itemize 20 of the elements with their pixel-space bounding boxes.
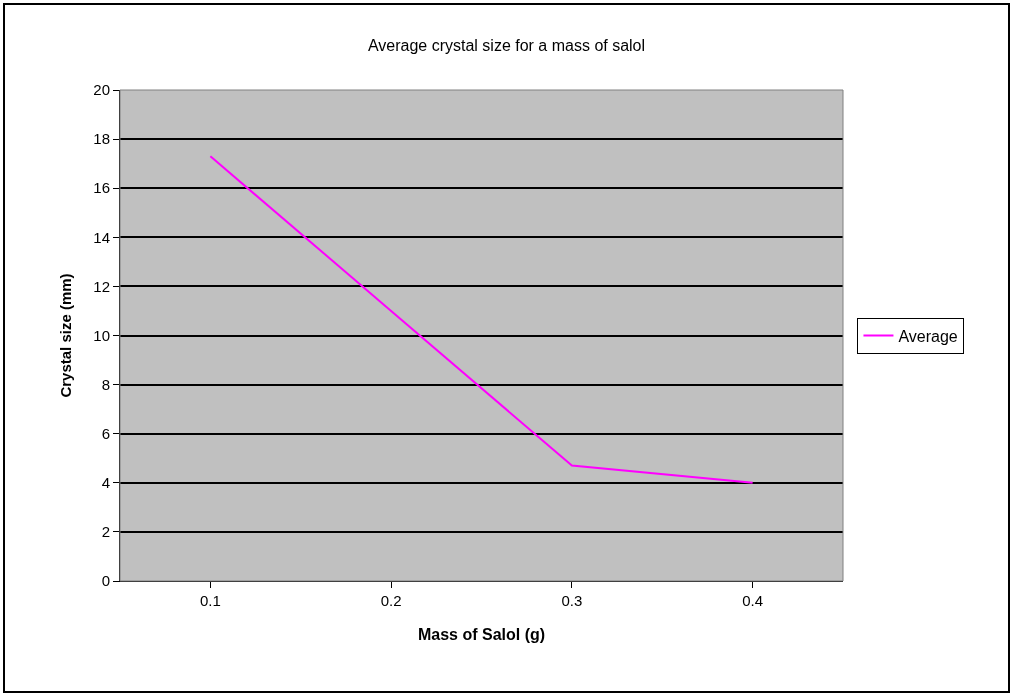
- y-tick-label: 4: [101, 474, 110, 492]
- x-tick-label: 0.3: [561, 592, 583, 609]
- y-tick-label: 0: [101, 572, 110, 590]
- y-tick-label: 14: [93, 228, 110, 246]
- x-axis-title: Mass of Salol (g): [417, 625, 546, 643]
- line-series: [209, 155, 754, 484]
- y-tick-label: 6: [101, 424, 110, 442]
- y-tick-label: 8: [101, 375, 110, 393]
- chart-title: Average crystal size for a mass of salol: [367, 36, 646, 54]
- legend-label: Average: [898, 327, 958, 345]
- y-axis-title: Crystal size (mm): [56, 273, 74, 398]
- x-tick-label: 0.1: [199, 592, 221, 609]
- x-tick-label: 0.2: [380, 592, 402, 609]
- x-tick-label: 0.4: [742, 592, 764, 609]
- y-tick-label: 16: [93, 179, 110, 197]
- y-tick-label: 18: [93, 130, 110, 148]
- y-tick-label: 2: [101, 523, 110, 541]
- y-tick-label: 12: [93, 277, 110, 295]
- y-tick-label: 20: [93, 81, 110, 99]
- y-tick-label: 10: [93, 326, 110, 344]
